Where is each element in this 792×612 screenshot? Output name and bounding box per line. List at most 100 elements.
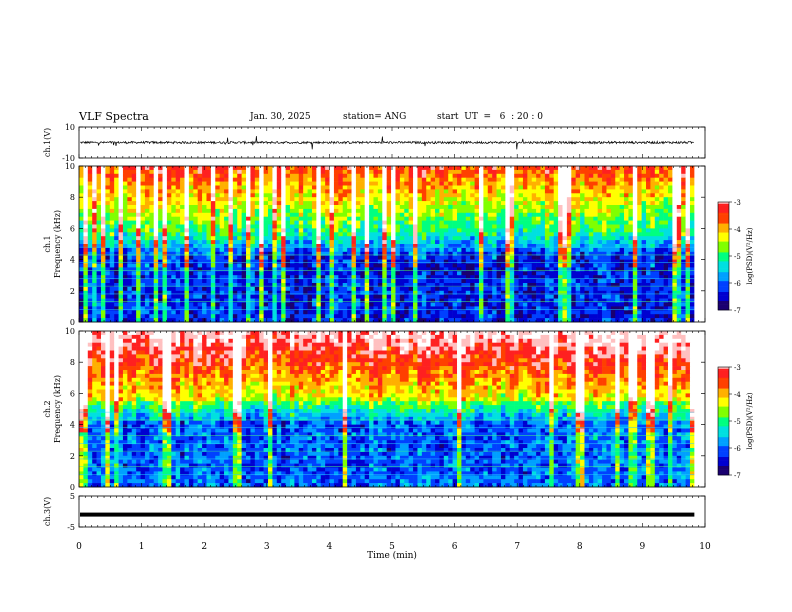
spectrogram-cell xyxy=(307,220,313,225)
spectrogram-cell xyxy=(610,181,616,186)
spectrogram-cell xyxy=(351,205,357,210)
spectrogram-cell xyxy=(342,177,348,182)
spectrogram-cell xyxy=(311,201,317,206)
spectrogram-cell xyxy=(628,236,634,241)
spectrogram-cell xyxy=(553,294,559,299)
spectrogram-cell xyxy=(92,267,97,272)
spectrogram-cell xyxy=(632,189,638,194)
spectrogram-cell xyxy=(650,197,656,202)
spectrogram-cell xyxy=(193,294,198,299)
spectrogram-cell xyxy=(259,240,264,245)
spectrogram-cell xyxy=(175,263,181,268)
spectrogram-cell xyxy=(689,275,695,280)
spectrogram-cell xyxy=(571,173,576,178)
spectrogram-cell xyxy=(184,216,190,221)
spectrogram-cell xyxy=(92,232,97,237)
spectrogram-cell xyxy=(457,189,462,194)
spectrogram-cell xyxy=(347,259,352,264)
spectrogram-cell xyxy=(364,205,370,210)
spectrogram-cell xyxy=(597,244,603,249)
spectrogram-cell xyxy=(109,228,115,233)
spectrogram-cell xyxy=(672,177,678,182)
spectrogram-cell xyxy=(114,267,119,272)
spectrogram-cell xyxy=(522,166,528,171)
spectrogram-cell xyxy=(118,294,124,299)
spectrogram-cell xyxy=(175,247,181,253)
spectrogram-cell xyxy=(215,251,220,256)
spectrogram-cell xyxy=(118,251,124,256)
spectrogram-cell xyxy=(100,279,106,284)
spectrogram-cell xyxy=(289,290,295,295)
spectrogram-cell xyxy=(597,201,603,206)
spectrogram-cell xyxy=(496,189,502,194)
spectrogram-cell xyxy=(219,173,225,178)
spectrogram-cell xyxy=(342,240,348,245)
spectrogram-cell xyxy=(206,166,212,171)
spectrogram-cell xyxy=(492,212,497,217)
spectrogram-cell xyxy=(246,267,251,272)
spectrogram-cell xyxy=(667,271,673,276)
spectrogram-cell xyxy=(158,193,163,198)
spectrogram-cell xyxy=(377,197,383,202)
spectrogram-cell xyxy=(228,224,234,229)
spectrogram-cell xyxy=(144,298,150,303)
spectrogram-cell xyxy=(92,205,97,210)
spectrogram-cell xyxy=(268,251,273,256)
spectrogram-cell xyxy=(193,244,198,249)
spectrogram-cell xyxy=(320,294,326,299)
spectrogram-cell xyxy=(96,267,102,272)
spectrogram-cell xyxy=(527,173,533,178)
spectrogram-cell xyxy=(522,208,528,214)
spectrogram-cell xyxy=(118,267,124,272)
spectrogram-cell xyxy=(311,220,317,225)
spectrogram-cell xyxy=(140,240,146,245)
spectrogram-cell xyxy=(566,267,572,272)
spectrogram-cell xyxy=(162,244,168,249)
spectrogram-cell xyxy=(87,279,93,284)
spectrogram-cell xyxy=(650,236,656,241)
spectrogram-cell xyxy=(131,259,137,264)
spectrogram-cell xyxy=(144,244,150,249)
spectrogram-cell xyxy=(637,244,642,249)
spectrogram-cell xyxy=(316,205,322,210)
spectrogram-cell xyxy=(197,251,203,256)
spectrogram-cell xyxy=(144,173,150,178)
spectrogram-cell xyxy=(676,208,682,214)
spectrogram-cell xyxy=(448,224,453,229)
spectrogram-cell xyxy=(338,173,344,178)
spectrogram-cell xyxy=(628,247,634,253)
spectrogram-cell xyxy=(338,286,344,292)
spectrogram-cell xyxy=(624,169,629,175)
spectrogram-cell xyxy=(602,286,607,292)
spectrogram-cell xyxy=(439,220,445,225)
spectrogram-cell xyxy=(355,166,361,171)
spectrogram-cell xyxy=(483,189,489,194)
spectrogram-cell xyxy=(514,267,519,272)
spectrogram-cell xyxy=(114,208,119,214)
spectrogram-cell xyxy=(474,185,480,190)
spectrogram-cell xyxy=(408,286,414,292)
spectrogram-cell xyxy=(505,169,511,175)
spectrogram-cell xyxy=(329,271,335,276)
spectrogram-cell xyxy=(413,275,418,280)
spectrogram-cell xyxy=(122,255,128,260)
spectrogram-cell xyxy=(500,185,506,190)
spectrogram-cell xyxy=(311,251,317,256)
spectrogram-cell xyxy=(92,228,97,233)
spectrogram-cell xyxy=(562,166,568,171)
spectrogram-cell xyxy=(281,220,286,225)
spectrogram-cell xyxy=(307,290,313,295)
spectrogram-cell xyxy=(663,286,669,292)
spectrogram-cell xyxy=(408,169,414,175)
spectrogram-cell xyxy=(650,181,656,186)
spectrogram-cell xyxy=(562,228,568,233)
spectrogram-cell xyxy=(131,201,137,206)
spectrogram-cell xyxy=(342,279,348,284)
spectrogram-cell xyxy=(426,208,431,214)
spectrogram-cell xyxy=(439,177,445,182)
spectrogram-cell xyxy=(369,220,374,225)
spectrogram-cell xyxy=(663,294,669,299)
spectrogram-cell xyxy=(681,240,686,245)
spectrogram-cell xyxy=(470,205,475,210)
spectrogram-cell xyxy=(663,236,669,241)
